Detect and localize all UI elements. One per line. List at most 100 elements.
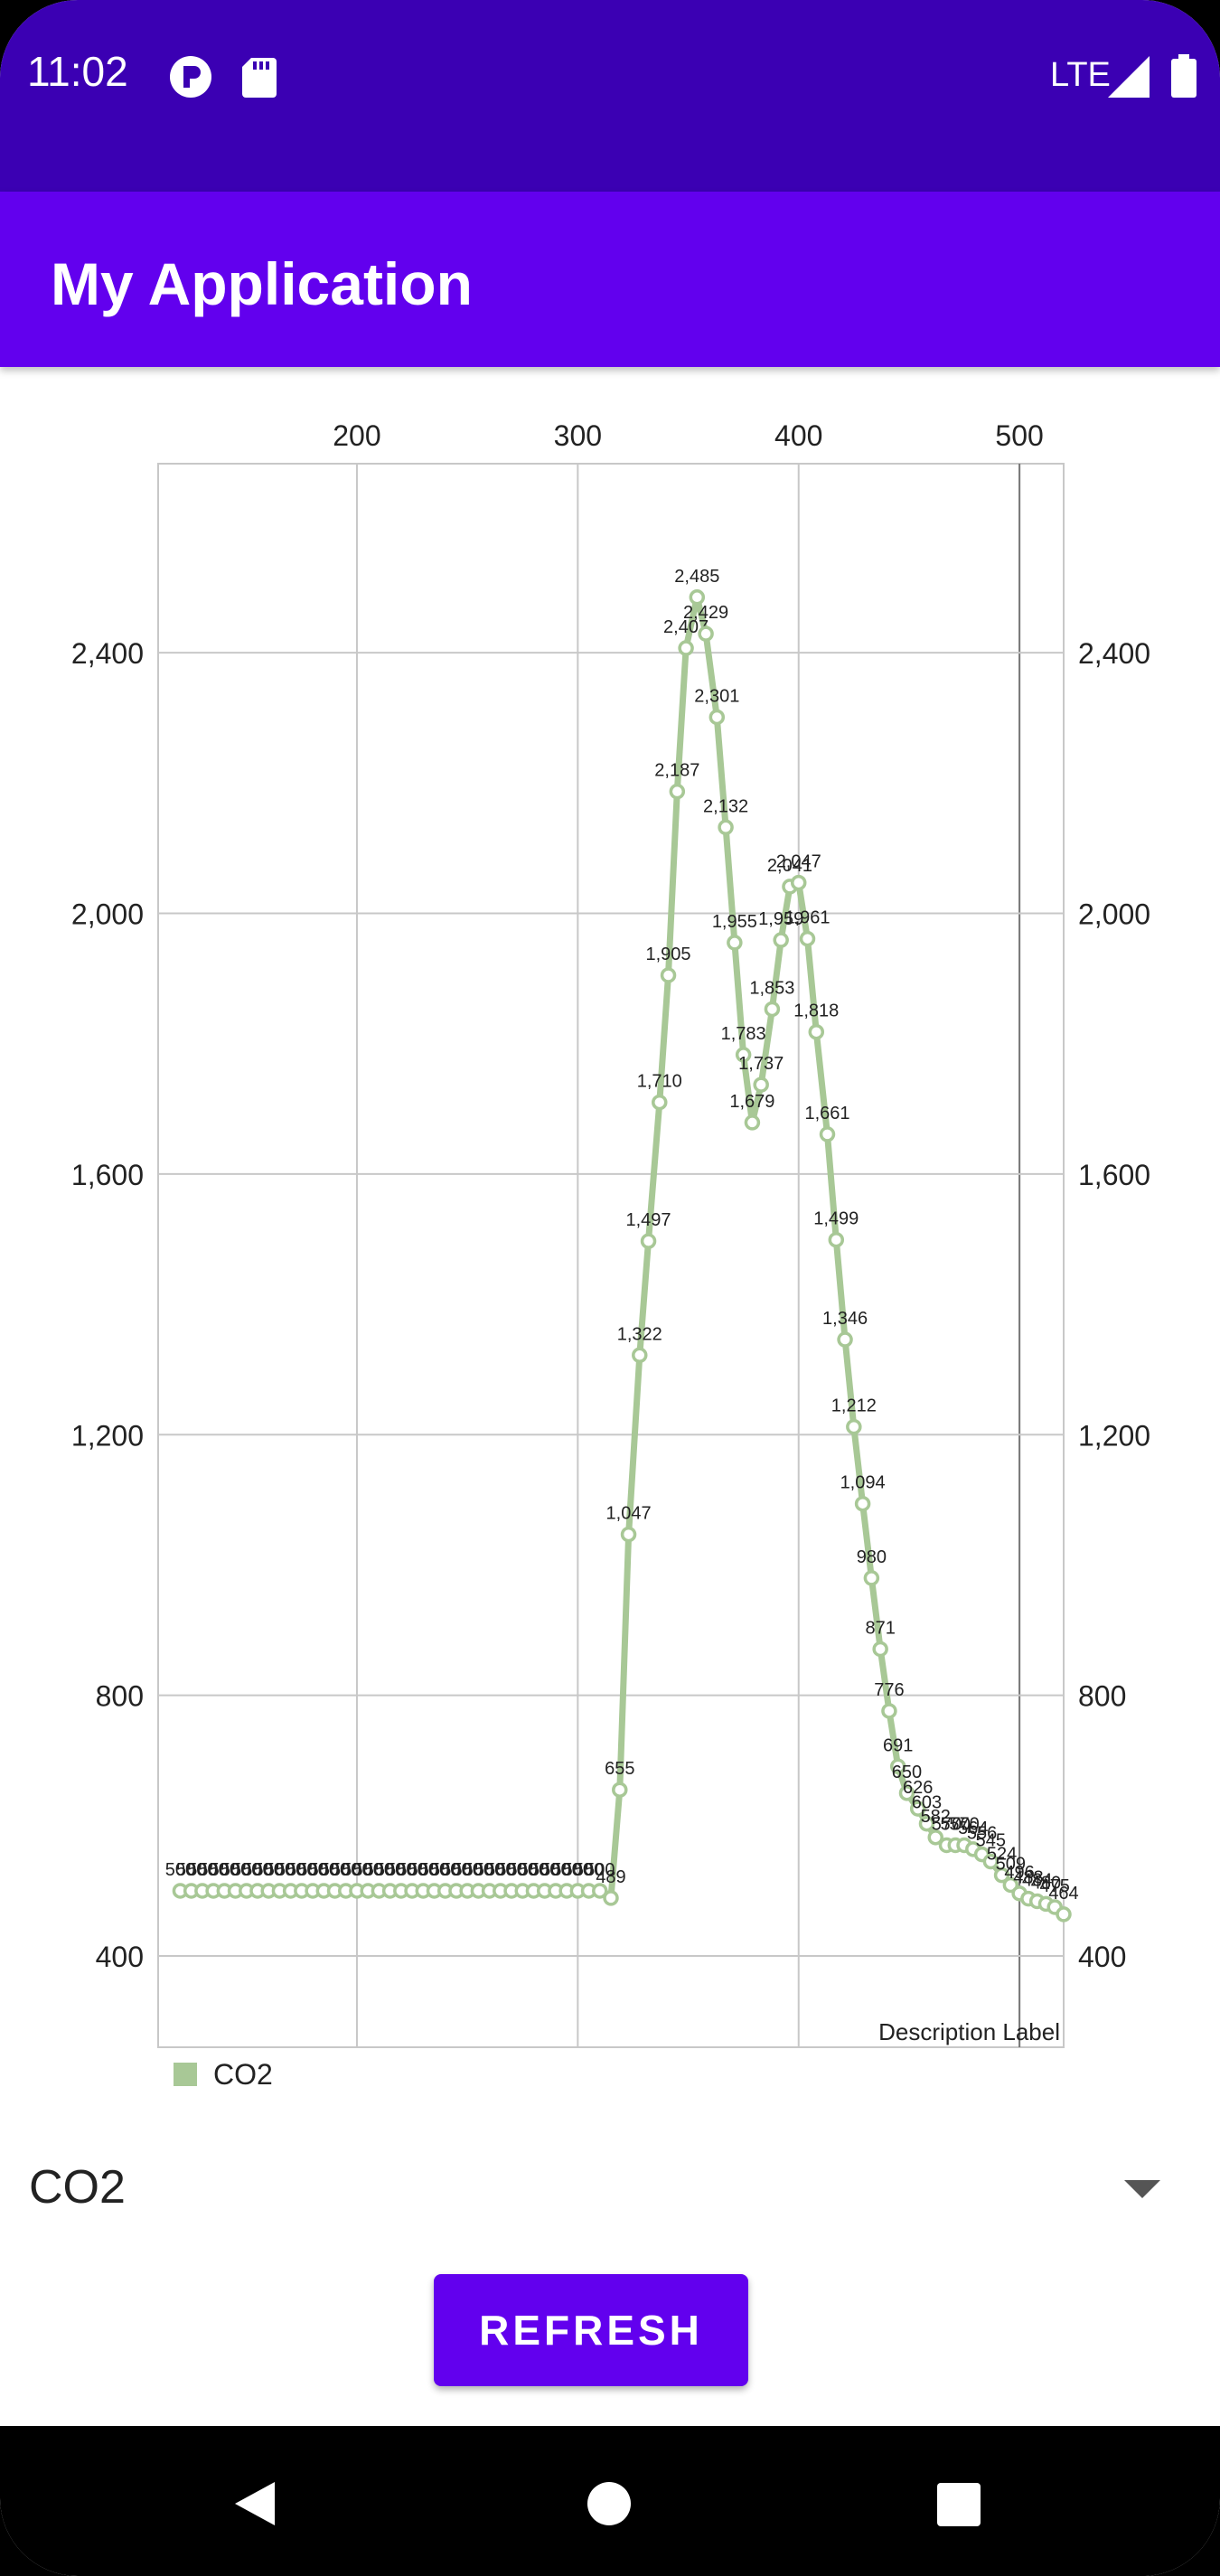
data-point[interactable] (927, 1829, 944, 1846)
y-tick-label-left: 800 (96, 1680, 144, 1713)
data-point[interactable] (846, 1418, 862, 1435)
data-label: 488 (1013, 1868, 1043, 1888)
data-label: 980 (857, 1547, 887, 1567)
app-title: My Application (51, 250, 473, 317)
data-point[interactable] (652, 1094, 668, 1111)
data-label: 500 (496, 1860, 526, 1880)
data-point[interactable] (854, 1495, 871, 1512)
data-point[interactable] (790, 874, 807, 891)
data-point[interactable] (828, 1231, 845, 1248)
data-point[interactable] (982, 1853, 999, 1870)
data-point[interactable] (889, 1758, 906, 1775)
data-label: 1,322 (617, 1324, 662, 1344)
data-label: 500 (563, 1860, 593, 1880)
sensor-spinner[interactable]: CO2 (0, 2142, 1220, 2233)
data-point[interactable] (837, 1331, 853, 1348)
app-bar: My Application (0, 192, 1220, 367)
data-label: 500 (430, 1860, 460, 1880)
data-point[interactable] (764, 1001, 781, 1018)
legend-swatch (174, 2063, 197, 2086)
dropdown-arrow-icon (1124, 2180, 1160, 2198)
back-icon[interactable] (230, 2478, 280, 2529)
data-label: 1,710 (637, 1072, 682, 1092)
data-point[interactable] (773, 932, 789, 948)
data-point[interactable] (727, 935, 743, 951)
x-tick-label: 400 (774, 419, 822, 452)
data-label: 500 (519, 1860, 549, 1880)
y-tick-label-left: 2,000 (71, 898, 144, 930)
description-label: Description Label (878, 2018, 1060, 2045)
x-tick-label: 200 (333, 419, 380, 452)
data-label: 500 (530, 1860, 559, 1880)
plot-border (157, 463, 1065, 2048)
data-label: 626 (903, 1778, 933, 1798)
data-point[interactable] (898, 1785, 915, 1801)
data-point[interactable] (678, 640, 694, 656)
data-label: 500 (386, 1860, 416, 1880)
data-label: 545 (976, 1831, 1006, 1851)
data-point[interactable] (918, 1815, 935, 1832)
data-label: 570 (949, 1814, 979, 1834)
data-point[interactable] (669, 783, 686, 800)
y-tick-label-right: 400 (1078, 1941, 1126, 1973)
data-point[interactable] (632, 1347, 648, 1364)
data-label: 496 (1004, 1863, 1034, 1883)
data-point[interactable] (819, 1126, 836, 1142)
co2-line-chart[interactable]: 200 300 400 500 400 400 800 800 1,200 1,200 1,600 1… (0, 380, 1220, 2097)
data-label: 570 (941, 1814, 971, 1834)
data-point[interactable] (872, 1641, 888, 1658)
data-label: 500 (397, 1860, 427, 1880)
sd-card-icon (242, 58, 277, 98)
data-label: 1,853 (749, 978, 794, 998)
data-label: 1,497 (626, 1210, 671, 1230)
data-label: 500 (276, 1860, 305, 1880)
data-label: 500 (375, 1860, 405, 1880)
data-label: 500 (540, 1860, 570, 1880)
data-point[interactable] (799, 930, 816, 947)
data-label: 484 (1022, 1870, 1052, 1890)
data-point[interactable] (753, 1076, 769, 1093)
data-label: 500 (231, 1860, 261, 1880)
data-point[interactable] (718, 819, 734, 836)
data-label: 1,905 (646, 945, 691, 964)
data-label: 500 (408, 1860, 438, 1880)
battery-icon (1171, 54, 1197, 98)
data-label: 556 (967, 1824, 997, 1844)
data-point[interactable] (660, 967, 677, 983)
recents-icon[interactable] (936, 2482, 981, 2527)
data-point[interactable] (698, 625, 714, 642)
data-point[interactable] (603, 1890, 619, 1906)
data-label: 500 (320, 1860, 350, 1880)
data-label: 500 (210, 1860, 239, 1880)
data-point[interactable] (909, 1800, 926, 1817)
data-point[interactable] (592, 1883, 608, 1899)
x-tick-label: 500 (995, 419, 1043, 452)
data-label: 500 (187, 1860, 217, 1880)
spinner-selected-value: CO2 (29, 2161, 126, 2214)
data-label: 2,132 (703, 796, 748, 816)
refresh-button[interactable]: REFRESH (434, 2274, 748, 2386)
data-point[interactable] (1056, 1906, 1072, 1923)
data-label: 1,346 (822, 1309, 868, 1329)
data-point[interactable] (808, 1023, 825, 1040)
status-bar: 11:02 LTE (0, 0, 1220, 192)
y-tick-label-left: 1,200 (71, 1419, 144, 1452)
data-label: 1,499 (813, 1209, 859, 1229)
data-label: 570 (932, 1814, 962, 1834)
navigation-bar (0, 2426, 1220, 2576)
data-point[interactable] (689, 589, 706, 606)
data-label: 1,661 (804, 1104, 849, 1123)
data-point[interactable] (640, 1233, 657, 1249)
data-point[interactable] (735, 1047, 752, 1063)
data-point[interactable] (881, 1703, 897, 1719)
y-tick-label-right: 2,000 (1078, 898, 1150, 930)
data-label: 500 (297, 1860, 327, 1880)
data-point[interactable] (620, 1526, 637, 1543)
data-label: 500 (551, 1860, 581, 1880)
data-point[interactable] (709, 709, 726, 726)
data-point[interactable] (993, 1866, 1010, 1884)
home-icon[interactable] (586, 2480, 633, 2527)
data-point[interactable] (744, 1114, 761, 1131)
data-point[interactable] (863, 1570, 880, 1586)
data-point[interactable] (612, 1782, 628, 1798)
